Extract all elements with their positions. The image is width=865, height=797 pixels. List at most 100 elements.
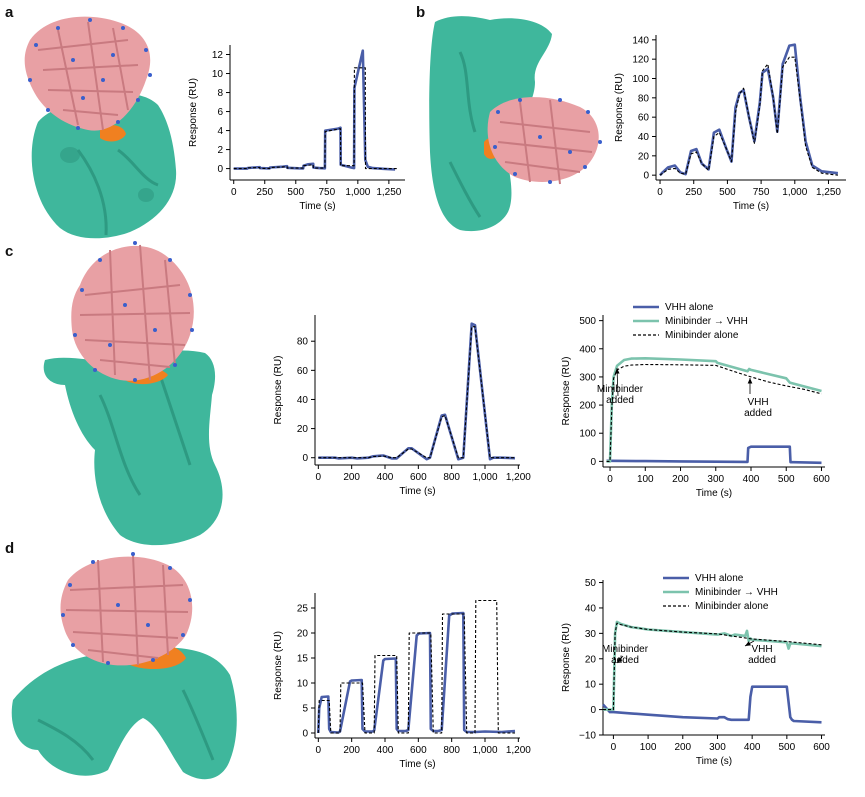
structure-b-illustration	[429, 16, 602, 232]
x-tick-label: 300	[709, 742, 726, 753]
annotation-text: VHH	[751, 644, 772, 655]
chart-a: 0 250 500 750 1,000 1,250 0 2 4 6 8 10 12 Time (s) Res…	[188, 45, 405, 212]
series-line-measured	[659, 43, 839, 177]
x-tick-label: 300	[707, 474, 724, 485]
x-tick-label: 1,250	[376, 187, 401, 198]
x-tick-label: 100	[637, 474, 654, 485]
x-tick-label: 400	[377, 745, 394, 756]
x-tick-label: 0	[607, 474, 613, 485]
y-tick-label: 4	[217, 126, 223, 137]
annotation-text: Minibinder	[602, 644, 649, 655]
x-tick-label: 600	[410, 745, 427, 756]
y-tick-label: 0	[643, 171, 649, 182]
x-tick-label: 1,000	[472, 745, 497, 756]
y-tick-label: 0	[590, 457, 596, 468]
x-axis-label: Time (s)	[696, 488, 732, 499]
y-tick-label: 50	[585, 578, 597, 589]
annotation-text: Minibinder	[597, 384, 644, 395]
x-tick-label: 500	[287, 187, 304, 198]
series-line-fit	[659, 56, 838, 176]
x-tick-label: 800	[443, 745, 460, 756]
y-tick-label: 10	[297, 679, 309, 690]
x-tick-label: 0	[231, 187, 237, 198]
x-tick-label: 200	[672, 474, 689, 485]
x-tick-label: 800	[443, 472, 460, 483]
y-tick-label: 2	[217, 145, 223, 156]
epitope-patch	[100, 125, 126, 142]
series-line-measured	[318, 322, 516, 461]
x-tick-label: 200	[674, 742, 691, 753]
x-tick-label: 1,000	[472, 472, 497, 483]
target-surface	[31, 93, 177, 239]
series-line-vhh-alone	[606, 445, 822, 465]
series-line-measured	[233, 49, 396, 171]
y-tick-label: 30	[585, 629, 597, 640]
chart-d2: 0 100 200 300 400 500 600 −10 0 10 20 30 40 50 Time (s…	[561, 573, 830, 767]
series-line-fit	[317, 599, 515, 734]
series-line-measured	[317, 611, 516, 734]
y-tick-label: 20	[585, 654, 597, 665]
legend: VHH alone Minibinder → VHH Minibinder alon…	[663, 573, 778, 612]
structure-a-illustration	[24, 16, 177, 239]
legend-entry: Minibinder alone	[695, 601, 769, 612]
y-tick-label: 0	[302, 453, 308, 464]
annotation-text: added	[611, 655, 639, 666]
x-axis-label: Time (s)	[399, 486, 435, 497]
structure-d-illustration	[11, 552, 237, 780]
axes: 0 250 500 750 1,000 1,250 0 20 40 60 80 100 120 140	[632, 35, 846, 198]
annotation-arrowhead	[614, 368, 620, 374]
y-tick-label: 0	[590, 705, 596, 716]
annotation-text: VHH	[747, 397, 768, 408]
series-line-minibinder-vhh	[606, 357, 822, 463]
y-tick-label: 80	[638, 93, 650, 104]
x-tick-label: 1,000	[345, 187, 370, 198]
x-tick-label: 0	[316, 745, 322, 756]
x-tick-label: 500	[779, 742, 796, 753]
x-axis-label: Time (s)	[733, 201, 769, 212]
axes: 0 250 500 750 1,000 1,250 0 2 4 6 8 10 12	[212, 45, 405, 198]
y-tick-label: 100	[632, 74, 649, 85]
x-tick-label: 400	[377, 472, 394, 483]
legend: VHH alone Minibinder → VHH Minibinder alon…	[633, 302, 748, 341]
structure-c-illustration	[43, 241, 223, 546]
x-tick-label: 600	[813, 474, 830, 485]
annotation-text: added	[748, 655, 776, 666]
x-tick-label: 0	[657, 187, 663, 198]
x-tick-label: 1,200	[506, 745, 531, 756]
y-tick-label: 10	[212, 69, 224, 80]
legend-entry: Minibinder alone	[665, 330, 739, 341]
legend-entry: Minibinder → VHH	[665, 316, 748, 327]
x-tick-label: 200	[343, 472, 360, 483]
series-line-vhh-alone	[602, 685, 822, 724]
target-surface	[11, 647, 237, 780]
annotation-text: added	[744, 408, 772, 419]
y-tick-label: 8	[217, 88, 223, 99]
panel-label-a: a	[5, 4, 14, 21]
y-tick-label: 300	[579, 372, 596, 383]
x-tick-label: 400	[744, 742, 761, 753]
annotation-text: added	[606, 395, 634, 406]
x-tick-label: 400	[743, 474, 760, 485]
y-tick-label: 40	[297, 395, 309, 406]
legend-entry: VHH alone	[695, 573, 744, 584]
x-tick-label: 500	[778, 474, 795, 485]
x-tick-label: 750	[318, 187, 335, 198]
y-tick-label: 20	[297, 424, 309, 435]
x-tick-label: 250	[685, 187, 702, 198]
x-tick-label: 1,200	[506, 472, 531, 483]
y-tick-label: 15	[297, 654, 309, 665]
y-tick-label: 120	[632, 55, 649, 66]
series-line-minibinder-alone	[606, 363, 822, 462]
panel-label-b: b	[416, 4, 426, 21]
chart-c2: 0 100 200 300 400 500 600 0 100 200 300 400 500 Time …	[561, 302, 830, 499]
y-axis-label: Response (RU)	[273, 356, 284, 425]
x-tick-label: 250	[256, 187, 273, 198]
panel-label-c: c	[5, 243, 14, 260]
y-axis-label: Response (RU)	[561, 623, 572, 692]
y-axis-label: Response (RU)	[273, 631, 284, 700]
series-line-minibinder-alone	[603, 622, 822, 711]
axes: 0 100 200 300 400 500 600 −10 0 10 20 30 40 50	[579, 578, 830, 753]
y-tick-label: 20	[638, 151, 650, 162]
y-tick-label: 12	[212, 50, 224, 61]
